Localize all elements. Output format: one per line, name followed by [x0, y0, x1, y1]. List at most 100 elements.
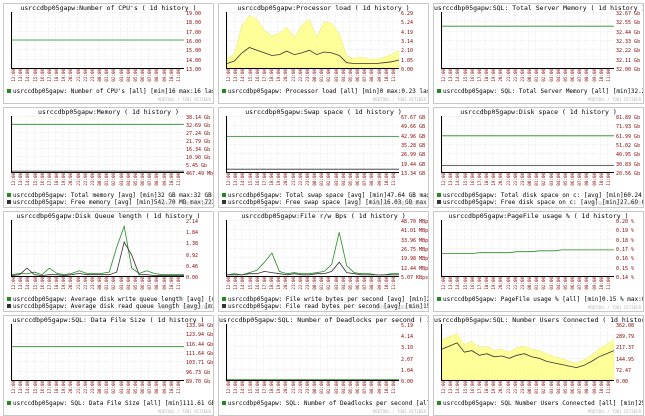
x-tick-label: 09:00 [591, 173, 597, 186]
graph-panel[interactable]: usrccdbp05gapw:Number of CPU's ( 1d hist… [3, 3, 214, 104]
x-tick-label: 15:00 [247, 277, 253, 290]
graph-panel[interactable]: usrccdbp05gapw:Disk space ( 1d history )… [433, 107, 644, 208]
graph-panel[interactable]: usrccdbp05gapw:File r/w Bps ( 1d history… [218, 211, 429, 312]
x-tick-label: 17:00 [476, 173, 482, 186]
graph-panel[interactable]: usrccdbp05gapw:Swap space ( 1d history )… [218, 107, 429, 208]
graph-panel[interactable]: usrccdbp05gapw:SQL: Total Server Memory … [433, 3, 644, 104]
graph-title[interactable]: usrccdbp05gapw:SQL: Data File Size ( 1d … [12, 316, 205, 324]
x-tick-label: 13:00 [18, 381, 24, 394]
legend-swatch [437, 200, 441, 204]
y-tick-label: 4.19 [401, 29, 414, 36]
y-tick-label: 26.99 GB [401, 152, 426, 159]
chart-svg [442, 12, 614, 68]
y-axis: 2.14 1.84 1.38 0.92 0.46 0.00 [186, 218, 213, 281]
y-tick-label: 2.14 [186, 219, 199, 225]
graph-legend: usrccdbp05gapw: Number of CPU's [all] [m… [7, 88, 213, 103]
x-tick-label: 13:00 [233, 173, 239, 186]
x-tick-label: 19:00 [61, 173, 67, 186]
x-tick-label: 18:00 [484, 69, 489, 82]
graph-panel[interactable]: usrccdbp05gapw:SQL: Number of Deadlocks … [218, 315, 429, 416]
y-tick-label: 5.24 [401, 20, 414, 27]
graph-panel[interactable]: usrccdbp05gapw:SQL: Data File Size ( 1d … [3, 315, 214, 416]
y-tick-label: 20.56 Gb [616, 171, 641, 177]
y-tick-label: 0.17 % [616, 247, 635, 253]
x-tick-label: 04:00 [340, 173, 346, 186]
legend-item: usrccdbp05gapw: SQL: Number of Deadlocks… [222, 400, 428, 407]
x-tick-label: 13:00 [18, 173, 24, 186]
x-tick-label: 02:00 [541, 277, 547, 290]
x-tick-label: 05:00 [347, 69, 353, 82]
y-tick-label: 13.00 [186, 67, 202, 73]
graph-title[interactable]: usrccdbp05gapw:Disk space ( 1d history ) [460, 108, 617, 116]
plot-area [226, 220, 399, 277]
x-tick-label: 00:00 [97, 277, 102, 290]
x-tick-label: 18:00 [54, 173, 59, 186]
legend-swatch [222, 89, 226, 93]
x-tick-label: 03:00 [548, 173, 554, 186]
x-tick-label: 20:00 [498, 277, 504, 290]
x-tick-label: 00:00 [312, 381, 317, 394]
plot-area [441, 220, 614, 277]
x-tick-label: 10:00 [383, 277, 389, 290]
x-axis: 12:00 13:00 14:00 15:00 16:00 17:00 18:00 19:00… [226, 381, 398, 399]
x-tick-label: 20:00 [498, 381, 504, 394]
x-tick-label: 09:00 [161, 173, 167, 186]
graph-title[interactable]: usrccdbp05gapw:Number of CPU's ( 1d hist… [20, 4, 197, 12]
x-tick-label: 05:00 [347, 277, 353, 290]
legend-item: usrccdbp05gapw: Free swap space [avg] [m… [222, 199, 428, 206]
graph-title[interactable]: usrccdbp05gapw:File r/w Bps ( 1d history… [241, 212, 406, 220]
x-tick-label: 04:00 [555, 173, 561, 186]
x-axis: 12:00 13:00 14:00 15:00 16:00 17:00 18:00 19:00… [441, 381, 613, 399]
series-band [227, 15, 399, 68]
x-tick-label: 09:00 [376, 173, 382, 186]
graph-title[interactable]: usrccdbp05gapw:Disk Queue length ( 1d hi… [16, 212, 201, 220]
x-tick-label: 00:00 [312, 69, 317, 82]
y-tick-label: 0.00 [186, 275, 199, 281]
legend-text: usrccdbp05gapw: File read bytes per seco… [228, 303, 428, 310]
graph-title[interactable]: usrccdbp05gapw:SQL: Total Server Memory … [434, 4, 644, 12]
y-tick-label: 42.96 GB [401, 133, 426, 140]
x-tick-label: 11:00 [605, 277, 611, 290]
graph-panel[interactable]: usrccdbp05gapw:Disk Queue length ( 1d hi… [3, 211, 214, 312]
legend-item: usrccdbp05gapw: Number of CPU's [all] [m… [7, 88, 213, 95]
x-tick-label: 08:00 [369, 173, 375, 186]
x-tick-label: 10:00 [598, 173, 604, 186]
graph-panel[interactable]: usrccdbp05gapw:Processor load ( 1d histo… [218, 3, 429, 104]
graph-panel[interactable]: usrccdbp05gapw:SQL: Number Users Connect… [433, 315, 644, 416]
plot-area [226, 12, 399, 69]
x-tick-label: 08:00 [584, 69, 590, 82]
x-tick-label: 17:00 [46, 381, 52, 394]
x-tick-label: 23:00 [89, 277, 95, 290]
x-tick-label: 15:00 [462, 277, 468, 290]
x-tick-label: 19:00 [61, 277, 67, 290]
x-tick-label: 23:00 [519, 69, 525, 82]
x-tick-label: 00:00 [527, 69, 532, 82]
x-tick-label: 19:00 [491, 277, 497, 290]
graph-panel[interactable]: usrccdbp05gapw:PageFile usage % ( 1d his… [433, 211, 644, 312]
legend-item: usrccdbp05gapw: SQL: Total Server Memory… [437, 88, 643, 95]
graph-title[interactable]: usrccdbp05gapw:SQL: Number Users Connect… [434, 316, 644, 324]
y-tick-label: 5.07 KBps [401, 275, 429, 281]
x-tick-label: 00:00 [97, 69, 102, 82]
x-tick-label: 22:00 [512, 69, 518, 82]
y-tick-label: 16.34 Gb [186, 147, 211, 153]
graph-title[interactable]: usrccdbp05gapw:PageFile usage % ( 1d his… [448, 212, 629, 220]
x-tick-label: 21:00 [290, 381, 296, 394]
graph-title[interactable]: usrccdbp05gapw:Processor load ( 1d histo… [237, 4, 410, 12]
x-tick-label: 16:00 [39, 173, 45, 186]
graph-panel[interactable]: usrccdbp05gapw:Memory ( 1d history ) 38.1… [3, 107, 214, 208]
x-tick-label: 08:00 [584, 381, 590, 394]
legend-item: usrccdbp05gapw: Average disk read queue … [7, 303, 213, 310]
x-axis: 12:00 13:00 14:00 15:00 16:00 17:00 18:00 19:00… [441, 69, 613, 87]
x-tick-label: 13:00 [18, 277, 24, 290]
legend-swatch [222, 304, 226, 308]
x-tick-label: 23:00 [89, 69, 95, 82]
x-tick-label: 14:00 [25, 69, 31, 82]
graph-title[interactable]: usrccdbp05gapw:SQL: Number of Deadlocks … [219, 316, 428, 324]
graph-title[interactable]: usrccdbp05gapw:Swap space ( 1d history ) [245, 108, 402, 116]
graph-title[interactable]: usrccdbp05gapw:Memory ( 1d history ) [38, 108, 179, 116]
legend-swatch [7, 297, 11, 301]
y-tick-label: 0.92 [186, 252, 199, 259]
x-tick-label: 01:00 [319, 173, 325, 186]
x-tick-label: 11:00 [175, 381, 181, 394]
